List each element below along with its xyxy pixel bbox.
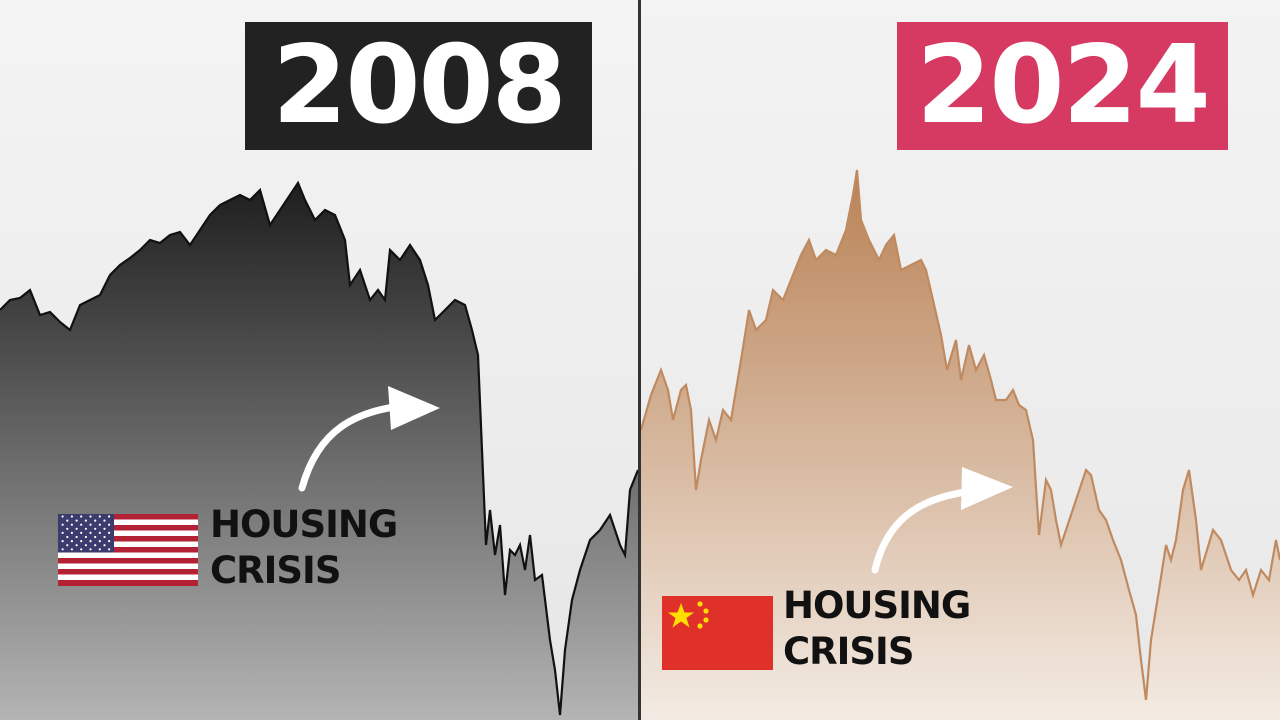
star-icon — [80, 548, 83, 551]
star-icon — [103, 544, 106, 547]
year-label-2024: 2024 — [897, 22, 1228, 150]
star-icon — [108, 515, 111, 518]
star-icon — [98, 540, 101, 543]
us-flag-icon — [58, 514, 198, 586]
star-icon — [108, 531, 111, 534]
star-icon — [84, 544, 87, 547]
star-icon — [98, 531, 101, 534]
star-icon — [70, 515, 73, 518]
star-icon — [80, 523, 83, 526]
star-icon — [70, 548, 73, 551]
star-icon — [70, 540, 73, 543]
star-icon — [61, 540, 64, 543]
star-icon — [89, 523, 92, 526]
line-2008 — [0, 180, 638, 716]
star-icon — [108, 548, 111, 551]
star-icon — [66, 519, 69, 522]
star-icon — [80, 515, 83, 518]
star-icon — [80, 540, 83, 543]
housing-crisis-label-2008: HOUSING CRISIS — [210, 502, 398, 594]
star-icon — [84, 535, 87, 539]
star-icon — [75, 535, 78, 539]
star-icon — [103, 527, 106, 530]
star-icon — [98, 515, 101, 518]
star-icon — [66, 527, 69, 530]
label-line-2: CRISIS — [210, 549, 341, 592]
arrow-icon-right — [871, 467, 1013, 574]
label-line-1: HOUSING — [783, 584, 971, 627]
star-icon — [89, 540, 92, 543]
star-icon — [61, 515, 64, 518]
star-icon — [70, 523, 73, 526]
star-icon — [108, 540, 111, 543]
star-icon — [61, 548, 64, 551]
star-icon — [89, 548, 92, 551]
star-icon — [94, 535, 97, 539]
label-line-1: HOUSING — [210, 503, 398, 546]
star-icon — [94, 527, 97, 530]
arrow-icon-left — [298, 386, 440, 492]
star-icon — [108, 523, 111, 526]
star-icon — [61, 531, 64, 534]
star-icon — [75, 519, 78, 522]
line-2024 — [641, 169, 1280, 701]
star-icon — [89, 515, 92, 518]
star-icon — [94, 519, 97, 522]
star-icon — [94, 544, 97, 547]
year-label-2008: 2008 — [245, 22, 592, 150]
star-icon — [103, 535, 106, 539]
star-icon — [89, 531, 92, 534]
area-2024 — [641, 170, 1280, 720]
panel-divider — [638, 0, 641, 720]
china-flag-icon — [662, 596, 773, 670]
star-icon — [66, 544, 69, 547]
star-icon — [103, 519, 106, 522]
star-icon — [75, 527, 78, 530]
star-icon — [98, 548, 101, 551]
star-icon — [66, 535, 69, 539]
star-icon — [84, 527, 87, 530]
star-icon — [70, 531, 73, 534]
star-icon — [98, 523, 101, 526]
star-icon — [84, 519, 87, 522]
housing-crisis-label-2024: HOUSING CRISIS — [783, 583, 971, 675]
label-line-2: CRISIS — [783, 630, 914, 673]
star-icon — [61, 523, 64, 526]
star-icon — [75, 544, 78, 547]
star-icon — [80, 531, 83, 534]
